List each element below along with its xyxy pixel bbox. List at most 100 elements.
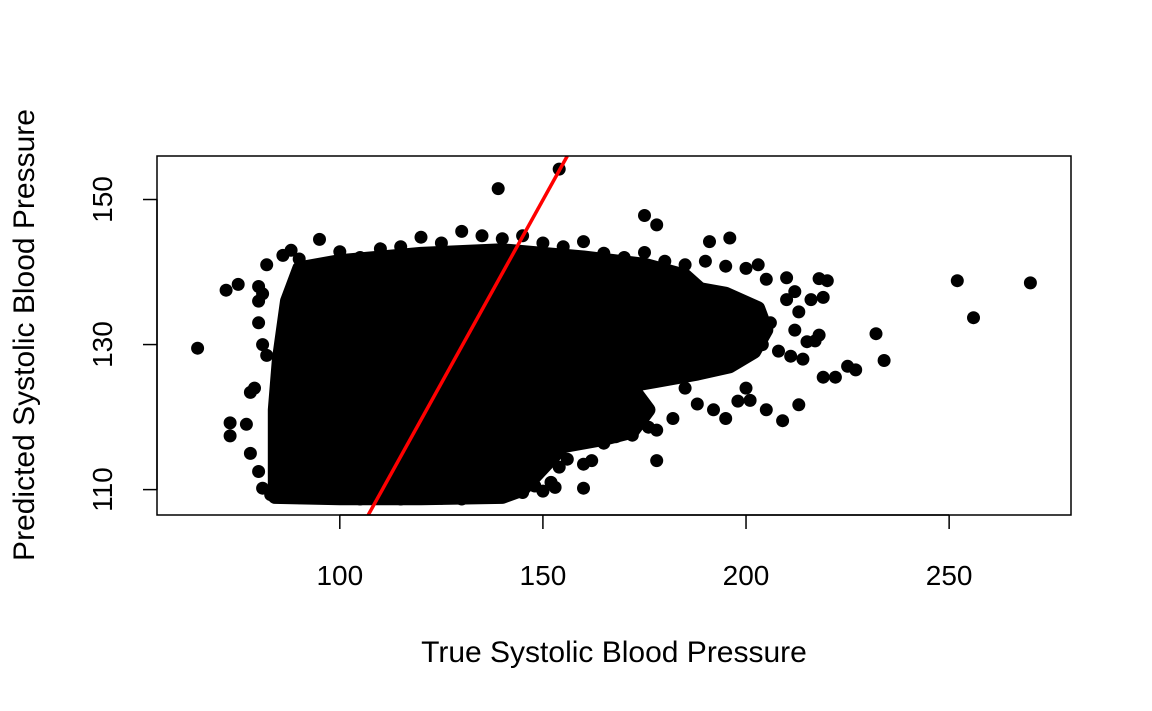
data-point <box>788 323 802 337</box>
data-point <box>394 240 408 254</box>
data-point <box>642 420 655 434</box>
data-point <box>739 261 753 275</box>
data-point <box>223 416 237 430</box>
data-point <box>248 381 261 395</box>
data-point <box>638 246 651 259</box>
data-point <box>353 492 367 506</box>
data-point <box>239 417 253 431</box>
data-point <box>568 436 582 450</box>
data-point <box>597 436 611 450</box>
data-point <box>516 486 530 499</box>
data-point <box>252 465 266 478</box>
data-point <box>414 491 428 505</box>
data-point <box>260 258 274 272</box>
data-point <box>475 229 489 243</box>
data-point <box>743 393 757 407</box>
data-point <box>808 334 822 348</box>
data-point <box>816 290 830 304</box>
data-point <box>548 480 562 494</box>
y-tick-label: 150 <box>87 176 118 223</box>
data-point <box>264 488 278 502</box>
data-point <box>243 446 257 460</box>
data-point <box>780 271 794 285</box>
data-point <box>475 490 489 504</box>
data-point <box>792 398 806 412</box>
data-point <box>256 338 270 352</box>
data-point <box>528 479 542 493</box>
y-tick-label: 110 <box>87 467 118 512</box>
data-point <box>491 182 505 196</box>
y-tick-label: 130 <box>87 321 118 368</box>
y-axis: 110 130 150 <box>87 176 158 512</box>
data-point <box>434 236 448 250</box>
data-point <box>755 338 769 352</box>
y-axis-label: Predicted Systolic Blood Pressure <box>8 109 41 561</box>
data-point <box>333 245 347 259</box>
data-point <box>313 232 326 246</box>
data-point <box>495 232 509 246</box>
data-point <box>780 293 794 307</box>
data-point <box>292 491 306 505</box>
data-point <box>788 285 802 299</box>
dense-cloud-region-2 <box>495 352 656 454</box>
data-point <box>751 258 765 272</box>
data-point <box>495 488 509 502</box>
data-point <box>650 218 664 232</box>
data-point <box>577 235 590 249</box>
data-point <box>650 454 664 468</box>
data-point <box>869 327 883 341</box>
data-point <box>796 352 810 366</box>
data-point <box>723 231 737 245</box>
data-point <box>739 381 753 395</box>
data-point <box>784 349 798 363</box>
data-point <box>223 429 237 443</box>
data-point <box>731 394 745 408</box>
data-point <box>609 430 623 444</box>
x-axis: 100 150 200 250 <box>316 514 973 591</box>
data-point <box>617 251 631 264</box>
data-point <box>252 280 266 293</box>
data-point <box>313 489 326 503</box>
x-tick-label: 200 <box>723 560 770 591</box>
data-point <box>678 258 692 272</box>
data-point <box>577 457 590 471</box>
data-point <box>414 230 428 244</box>
data-point <box>333 490 347 504</box>
data-point <box>617 416 631 430</box>
data-point <box>455 224 469 238</box>
data-point <box>792 305 806 319</box>
data-point <box>698 254 712 268</box>
x-tick-label: 250 <box>926 560 973 591</box>
data-point <box>625 428 639 442</box>
data-point <box>967 311 980 325</box>
data-point <box>776 414 790 428</box>
data-point <box>191 341 205 355</box>
x-axis-label: True Systolic Blood Pressure <box>421 636 807 669</box>
data-point <box>690 397 704 411</box>
data-point <box>678 381 692 395</box>
data-point <box>597 246 611 260</box>
data-point <box>703 235 716 249</box>
dense-point-cloud <box>267 243 774 506</box>
data-point <box>707 403 720 417</box>
data-point <box>373 242 387 256</box>
data-point <box>536 236 550 250</box>
data-point <box>560 452 574 466</box>
x-tick-label: 100 <box>316 560 363 591</box>
data-point <box>219 283 233 297</box>
x-tick-label: 150 <box>520 560 567 591</box>
data-point <box>231 277 245 291</box>
data-point <box>552 460 566 474</box>
data-point <box>816 370 830 384</box>
data-point <box>719 259 733 273</box>
data-point <box>950 274 964 288</box>
data-point <box>260 348 274 362</box>
data-points <box>191 162 1037 506</box>
data-point <box>877 354 891 367</box>
data-point <box>719 412 733 425</box>
reference-line <box>366 156 569 515</box>
data-point <box>577 481 590 495</box>
data-point <box>849 363 863 377</box>
data-point <box>666 412 680 425</box>
